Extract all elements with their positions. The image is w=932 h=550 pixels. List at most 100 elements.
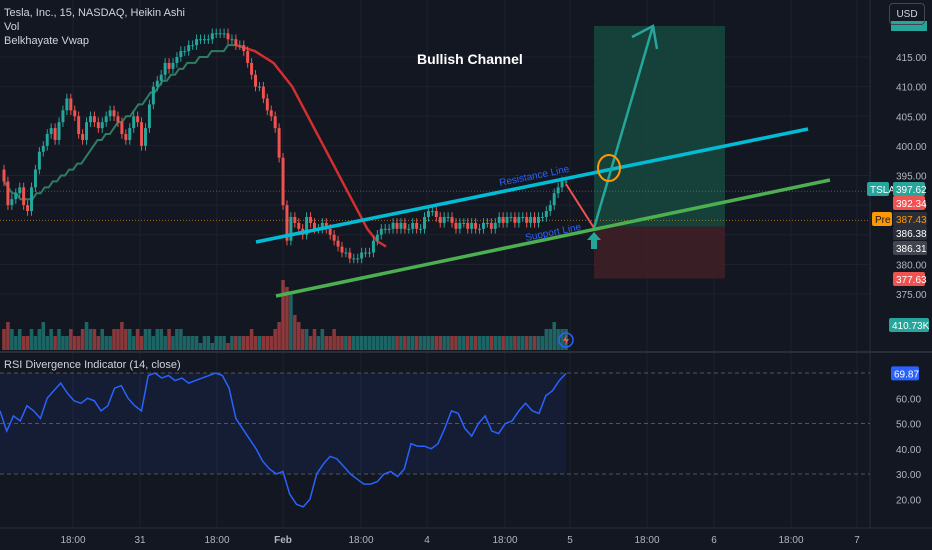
candle-body [88, 116, 92, 123]
candle-body [45, 134, 49, 146]
volume-bar [497, 336, 501, 350]
candle-body [371, 240, 375, 253]
symbol-badge-bg [867, 182, 889, 196]
symbol-title[interactable]: Tesla, Inc., 15, NASDAQ, Heikin Ashi [4, 7, 185, 19]
candle-body [171, 62, 175, 69]
volume-bar [159, 329, 163, 350]
volume-bar [202, 336, 207, 350]
stop-badge: 377.63 [896, 275, 927, 286]
candle-body [564, 181, 568, 183]
symbol-badge: TSLA [870, 185, 895, 196]
price-tick-label: 405.00 [896, 112, 927, 123]
volume-bar [33, 336, 38, 350]
volume-bar [171, 336, 175, 350]
volume-bar [155, 329, 160, 350]
resistance-line[interactable] [255, 127, 809, 244]
candle-body [100, 122, 104, 129]
volume-bar [147, 329, 152, 350]
pre-label-badge: Pre [875, 215, 891, 226]
volume-bar [57, 329, 61, 350]
candle-body [202, 39, 206, 41]
volume-bar [25, 336, 30, 350]
lightning-icon[interactable] [558, 332, 574, 348]
candle-body [383, 228, 387, 230]
volume-bar [96, 336, 101, 350]
volume-bar [218, 336, 222, 350]
candle-body [332, 234, 336, 241]
breakout-circle[interactable] [597, 154, 621, 182]
candle-body [49, 128, 53, 135]
candle-body [151, 86, 155, 105]
volume-bar [524, 336, 529, 350]
volume-bar [234, 336, 238, 350]
volume-bar [84, 322, 89, 350]
volume-bar [245, 336, 250, 350]
volume-bar [462, 336, 466, 350]
volume-bar [528, 336, 533, 350]
volume-bar [513, 336, 517, 350]
time-tick-label: 6 [711, 535, 717, 546]
volume-bar [88, 329, 93, 350]
volume-bar [481, 336, 486, 350]
candle-body [293, 216, 297, 223]
volume-bar [116, 329, 120, 350]
volume-bar [344, 336, 348, 350]
candle-body [281, 157, 285, 206]
candle-body [250, 62, 254, 75]
volume-bar [269, 336, 274, 350]
volume-bar [179, 329, 183, 350]
candle-body [442, 216, 446, 223]
candle-body [128, 128, 132, 140]
channel-lines[interactable]: Resistance Line Support Line [255, 127, 831, 298]
candle-body [124, 134, 128, 140]
target-arrow-line[interactable] [592, 25, 655, 229]
up-arrow-icon [587, 232, 601, 249]
candle-body [163, 62, 167, 75]
currency-button[interactable]: USD [889, 3, 925, 25]
volume-bar [210, 343, 215, 350]
candle-body [254, 74, 258, 87]
drop-line[interactable] [565, 183, 595, 229]
candle-body [426, 211, 430, 217]
candle-body [544, 211, 548, 217]
countdown-badge-bg [893, 196, 925, 210]
candle-body [222, 33, 226, 35]
candle-body [540, 216, 544, 218]
rsi-legend[interactable]: RSI Divergence Indicator (14, close) [4, 359, 181, 371]
volume-legend[interactable]: Vol [4, 21, 20, 33]
volume-bar [127, 329, 132, 350]
volume-bar [61, 336, 65, 350]
volume-bar [29, 329, 34, 350]
support-line[interactable] [275, 178, 831, 298]
volume-bar [222, 336, 226, 350]
vwap-legend[interactable]: Belkhayate Vwap [4, 35, 89, 47]
time-tick-label: 7 [854, 535, 860, 546]
volume-bar [289, 294, 293, 350]
volume-bar [41, 322, 46, 350]
time-tick-label: 18:00 [348, 535, 373, 546]
volume-bar [332, 329, 336, 350]
candle-body [257, 86, 261, 88]
volume-bar [49, 329, 53, 350]
candle-body [273, 116, 277, 129]
volume-bar [281, 280, 285, 350]
candle-body [120, 122, 124, 135]
candle-body [434, 211, 438, 217]
volume-bar [120, 322, 124, 350]
projection-drawing[interactable] [565, 24, 659, 249]
candle-body [387, 228, 391, 230]
volume-bar [183, 336, 187, 350]
candle-body [140, 122, 144, 146]
candle-body [242, 45, 246, 52]
volume-bar [324, 336, 329, 350]
time-tick-label: 18:00 [60, 535, 85, 546]
candle-body [92, 116, 96, 123]
countdown-badge: 392.34 [896, 199, 927, 210]
stop-badge-bg [893, 272, 925, 286]
volume-bar [112, 329, 116, 350]
volume-bar [418, 336, 423, 350]
volume-bar [465, 336, 470, 350]
rsi-value-badge: 69.87 [894, 369, 919, 380]
volume-bar [391, 336, 395, 350]
